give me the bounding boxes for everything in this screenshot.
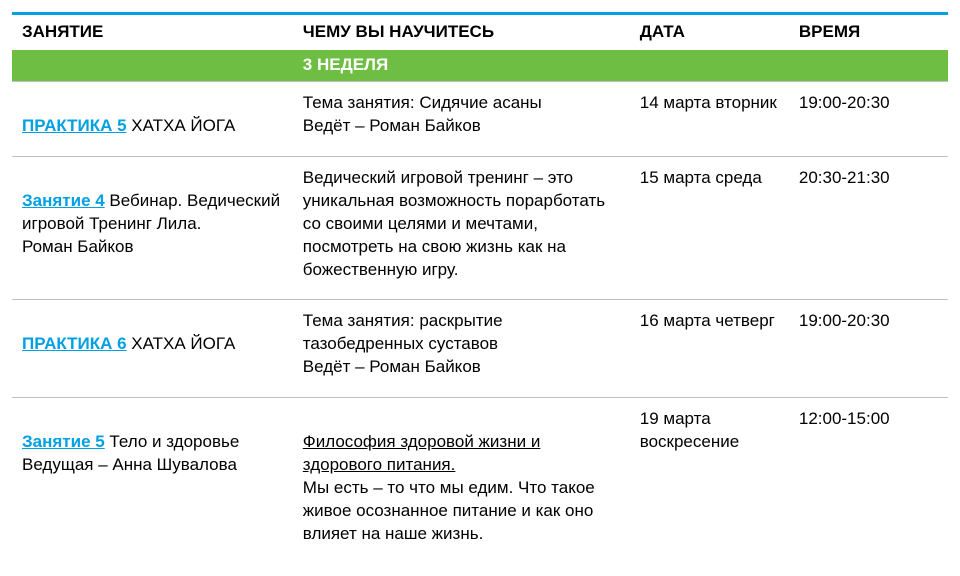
date-cell: 15 марта среда	[630, 156, 789, 300]
learn-cell: Ведический игровой тренинг – это уникаль…	[293, 156, 630, 300]
lesson-rest: ХАТХА ЙОГА	[127, 116, 236, 135]
week-label: 3 НЕДЕЛЯ	[293, 50, 948, 81]
schedule-table: ЗАНЯТИЕ ЧЕМУ ВЫ НАУЧИТЕСЬ ДАТА ВРЕМЯ 3 Н…	[12, 12, 948, 564]
time-cell: 12:00-15:00	[789, 398, 948, 564]
date-cell: 19 марта воскресение	[630, 398, 789, 564]
date-cell: 16 марта четверг	[630, 300, 789, 398]
time-cell: 19:00-20:30	[789, 300, 948, 398]
table-row: Занятие 5 Тело и здоровье Ведущая – Анна…	[12, 398, 948, 564]
learn-underline: Философия здоровой жизни и здорового пит…	[303, 432, 541, 474]
lesson-cell: ПРАКТИКА 5 ХАТХА ЙОГА	[12, 81, 293, 156]
lesson-accent: ПРАКТИКА 5	[22, 116, 127, 135]
header-row: ЗАНЯТИЕ ЧЕМУ ВЫ НАУЧИТЕСЬ ДАТА ВРЕМЯ	[12, 14, 948, 50]
date-cell: 14 марта вторник	[630, 81, 789, 156]
time-cell: 19:00-20:30	[789, 81, 948, 156]
lesson-cell: Занятие 5 Тело и здоровье Ведущая – Анна…	[12, 398, 293, 564]
lesson-cell: ПРАКТИКА 6 ХАТХА ЙОГА	[12, 300, 293, 398]
header-lesson: ЗАНЯТИЕ	[12, 14, 293, 50]
learn-cell: Тема занятия: Сидячие асаны Ведёт – Рома…	[293, 81, 630, 156]
lesson-accent: Занятие 4	[22, 191, 105, 210]
lesson-accent: Занятие 5	[22, 432, 105, 451]
table-row: ПРАКТИКА 6 ХАТХА ЙОГА Тема занятия: раск…	[12, 300, 948, 398]
time-cell: 20:30-21:30	[789, 156, 948, 300]
week-row: 3 НЕДЕЛЯ	[12, 50, 948, 81]
lesson-accent: ПРАКТИКА 6	[22, 334, 127, 353]
learn-rest: Мы есть – то что мы едим. Что такое живо…	[303, 478, 595, 543]
header-learn: ЧЕМУ ВЫ НАУЧИТЕСЬ	[293, 14, 630, 50]
learn-cell: Философия здоровой жизни и здорового пит…	[293, 398, 630, 564]
lesson-cell: Занятие 4 Вебинар. Ведический игровой Тр…	[12, 156, 293, 300]
week-cell-empty	[12, 50, 293, 81]
table-row: Занятие 4 Вебинар. Ведический игровой Тр…	[12, 156, 948, 300]
learn-cell: Тема занятия: раскрытие тазобедренных су…	[293, 300, 630, 398]
lesson-rest: ХАТХА ЙОГА	[127, 334, 236, 353]
header-date: ДАТА	[630, 14, 789, 50]
header-time: ВРЕМЯ	[789, 14, 948, 50]
table-row: ПРАКТИКА 5 ХАТХА ЙОГА Тема занятия: Сидя…	[12, 81, 948, 156]
